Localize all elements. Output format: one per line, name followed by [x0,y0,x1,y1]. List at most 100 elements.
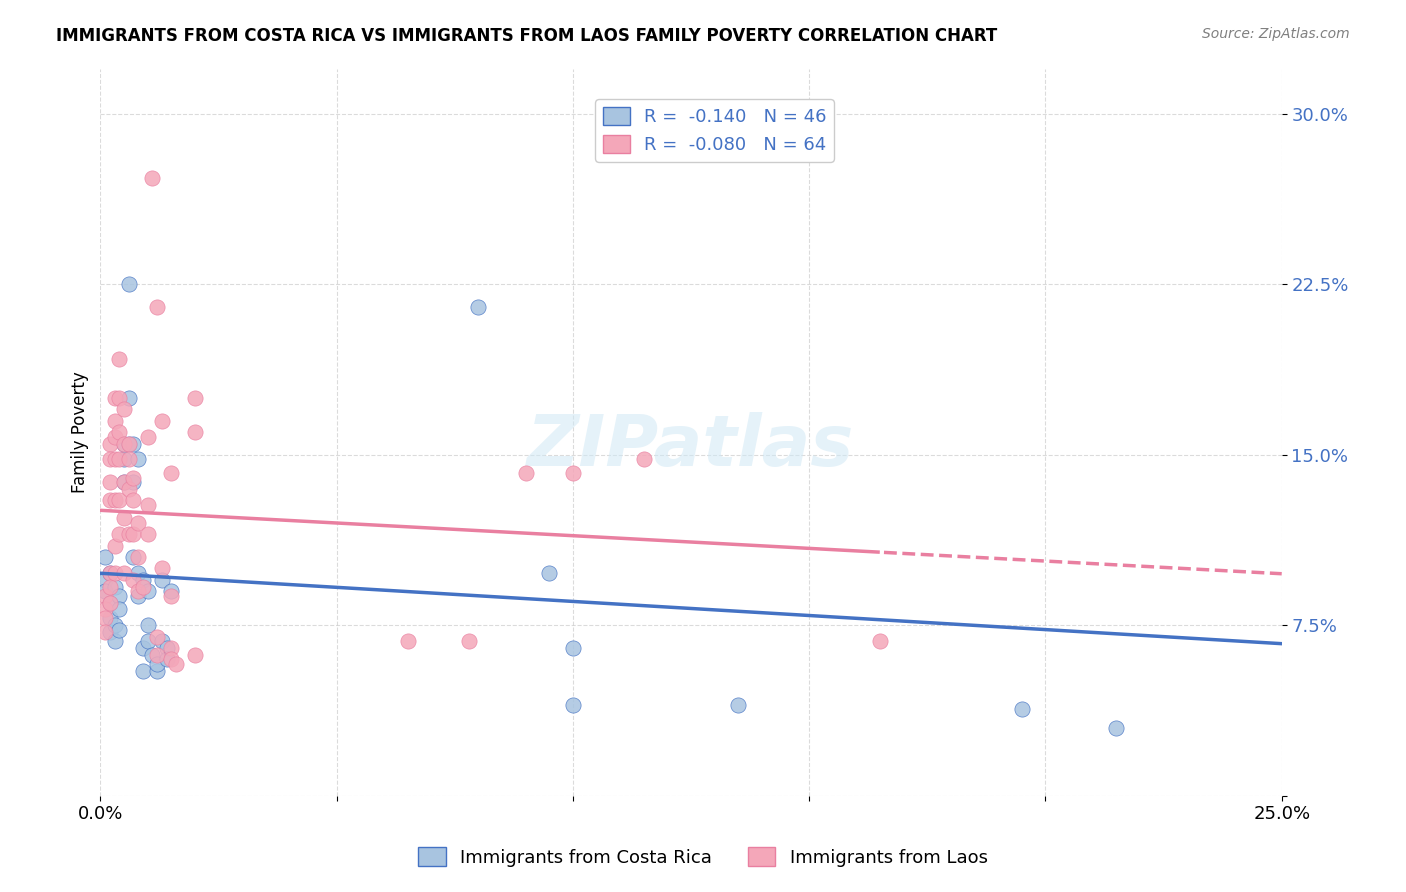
Point [108,425,131,439]
Point [112,475,135,490]
Point [94,573,117,587]
Point [112,436,135,450]
Point [112,566,135,580]
Point [150,634,173,648]
Point [467,300,489,314]
Point [160,466,183,480]
Point [108,527,131,541]
Point [184,425,207,439]
Point [127,550,149,565]
Point [98,596,121,610]
Point [98,436,121,450]
Point [146,664,169,678]
Point [1011,702,1033,716]
Point [103,493,125,508]
Point [150,561,173,575]
Point [136,498,159,512]
Point [561,698,583,712]
Point [150,573,173,587]
Text: Source: ZipAtlas.com: Source: ZipAtlas.com [1202,27,1350,41]
Point [103,452,125,467]
Point [98,625,121,640]
Point [112,475,135,490]
Point [112,452,135,467]
Point [136,584,159,599]
Point [103,618,125,632]
Point [98,475,121,490]
Point [127,589,149,603]
Point [561,466,583,480]
Point [118,391,141,405]
Point [112,511,135,525]
Point [112,436,135,450]
Point [108,623,131,637]
Point [396,634,419,648]
Point [146,648,169,662]
Point [122,436,145,450]
Point [561,640,583,655]
Point [122,573,145,587]
Point [132,580,155,594]
Point [98,493,121,508]
Point [108,452,131,467]
Point [869,634,891,648]
Point [94,602,117,616]
Point [727,698,749,712]
Point [103,566,125,580]
Point [160,584,183,599]
Point [98,566,121,580]
Point [118,452,141,467]
Point [122,470,145,484]
Point [98,566,121,580]
Point [122,550,145,565]
Point [118,527,141,541]
Point [160,652,183,666]
Point [132,640,155,655]
Point [136,634,159,648]
Point [141,648,163,662]
Point [118,482,141,496]
Point [94,589,117,603]
Point [108,493,131,508]
Point [150,414,173,428]
Point [103,634,125,648]
Legend: Immigrants from Costa Rica, Immigrants from Laos: Immigrants from Costa Rica, Immigrants f… [412,840,994,874]
Point [146,657,169,671]
Point [458,634,481,648]
Point [633,452,655,467]
Point [94,625,117,640]
Point [165,657,187,671]
Point [122,493,145,508]
Point [108,589,131,603]
Point [127,566,149,580]
Y-axis label: Family Poverty: Family Poverty [72,371,89,493]
Point [141,170,163,185]
Point [155,640,177,655]
Point [112,402,135,417]
Point [103,391,125,405]
Point [132,664,155,678]
Point [122,475,145,490]
Point [136,430,159,444]
Point [118,436,141,450]
Point [98,611,121,625]
Point [94,611,117,625]
Point [94,584,117,599]
Text: IMMIGRANTS FROM COSTA RICA VS IMMIGRANTS FROM LAOS FAMILY POVERTY CORRELATION CH: IMMIGRANTS FROM COSTA RICA VS IMMIGRANTS… [56,27,997,45]
Point [184,648,207,662]
Point [146,630,169,644]
Point [146,300,169,314]
Point [103,580,125,594]
Legend: R =  -0.140   N = 46, R =  -0.080   N = 64: R = -0.140 N = 46, R = -0.080 N = 64 [595,99,834,161]
Point [160,589,183,603]
Point [538,566,561,580]
Point [118,436,141,450]
Point [136,618,159,632]
Point [98,596,121,610]
Point [136,527,159,541]
Text: ZIPatlas: ZIPatlas [527,412,855,481]
Point [132,573,155,587]
Point [103,430,125,444]
Point [98,452,121,467]
Point [127,584,149,599]
